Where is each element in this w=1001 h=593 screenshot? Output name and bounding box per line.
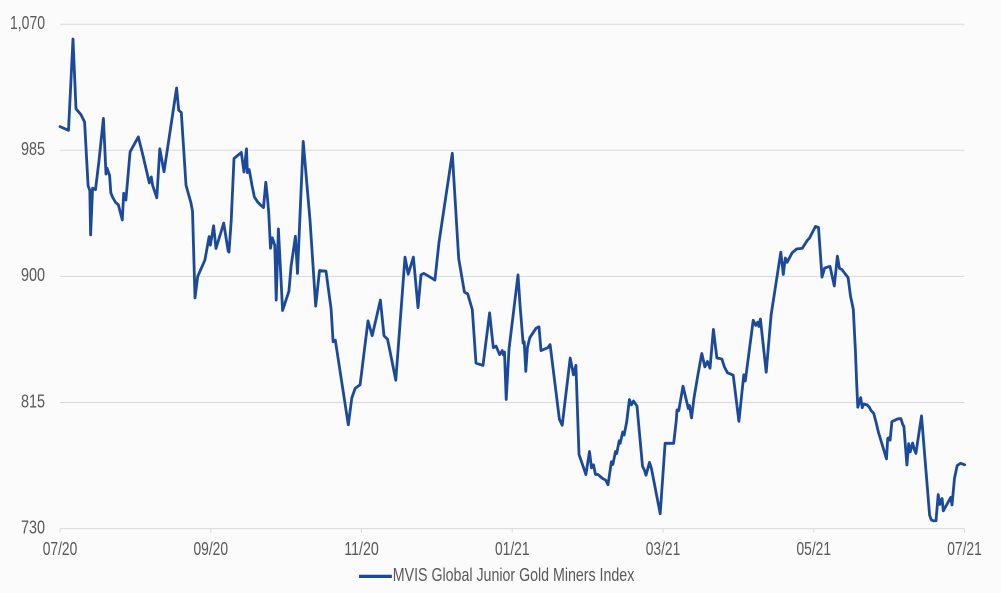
svg-text:815: 815 [21,391,45,411]
svg-text:730: 730 [21,517,45,537]
svg-text:MVIS Global Junior Gold Miners: MVIS Global Junior Gold Miners Index [393,565,635,585]
svg-text:11/20: 11/20 [344,539,379,559]
svg-text:07/21: 07/21 [947,539,982,559]
svg-text:05/21: 05/21 [797,539,832,559]
svg-text:01/21: 01/21 [495,539,530,559]
svg-text:900: 900 [21,265,45,285]
svg-text:1,070: 1,070 [10,13,45,33]
svg-text:985: 985 [21,139,45,159]
svg-text:07/20: 07/20 [43,539,78,559]
svg-text:09/20: 09/20 [194,539,229,559]
svg-text:03/21: 03/21 [646,539,681,559]
